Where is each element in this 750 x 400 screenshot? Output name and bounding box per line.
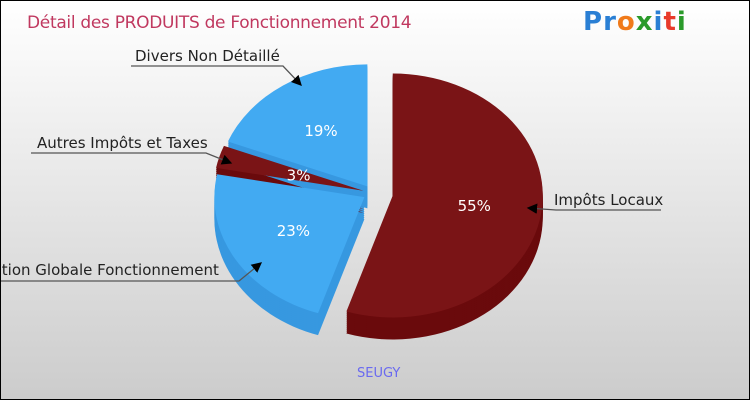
pct-label: 19% [304, 122, 337, 140]
chart-title: Détail des PRODUITS de Fonctionnement 20… [27, 13, 412, 33]
pie-slice-autres-imp-ts-et-taxes[interactable] [216, 145, 364, 191]
logo-letter: i [676, 7, 687, 37]
leader-line-divers [131, 65, 302, 86]
logo-letter: o [616, 7, 636, 37]
logo-letter: x [635, 7, 654, 37]
pie-slice-imp-ts-locaux[interactable] [346, 73, 543, 318]
logo-letter: P [583, 7, 604, 37]
pct-label: 3% [287, 166, 311, 184]
label-impots-locaux: Impôts Locaux [554, 191, 663, 209]
logo-letter: t [663, 7, 677, 37]
city-label: SEUGY [357, 366, 401, 381]
logo-letter: i [653, 7, 664, 37]
label-divers: Divers Non Détaillé [135, 47, 280, 65]
pie-slice-dotation-globale-fonctionnement[interactable] [214, 174, 365, 314]
label-dotation: Dotation Globale Fonctionnement [1, 261, 219, 279]
pct-label: 55% [458, 197, 491, 215]
leader-line-dotation [1, 262, 263, 282]
proxiti-logo: Proxiti [583, 7, 687, 37]
leader-line-autres [31, 152, 233, 165]
pie-slice-divers-non-d-taill-[interactable] [227, 64, 368, 187]
logo-letter: r [603, 7, 617, 37]
pct-label: 23% [277, 222, 310, 240]
label-autres: Autres Impôts et Taxes [37, 134, 208, 152]
leader-line-impots-locaux [526, 203, 661, 214]
